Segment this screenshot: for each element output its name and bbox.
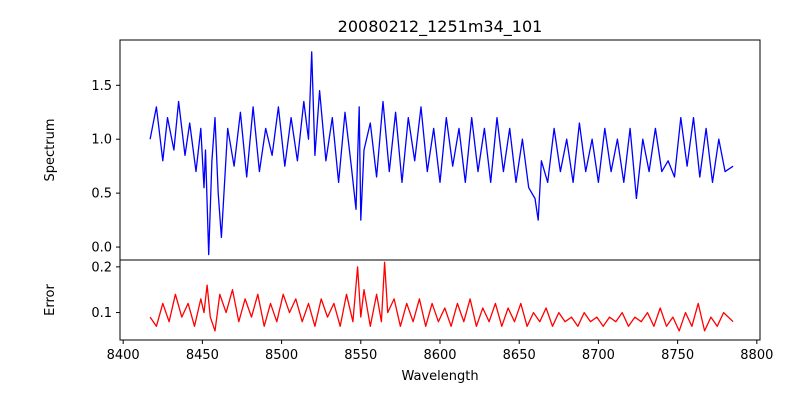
x-tick-label: 8750 [661,348,694,363]
spectrum-y-tick-label: 1.0 [91,133,112,148]
spectrum-y-axis-label: Spectrum [43,119,58,182]
x-tick-label: 8500 [265,348,298,363]
spectrum-y-tick-label: 0.0 [91,241,112,256]
spectrum-y-ticks: 0.0 0.5 1.0 1.5 [91,79,120,256]
x-tick-label: 8450 [186,348,219,363]
spectrum-panel: 20080212_1251m34_101 Spectrum 0.0 0.5 1.0 1… [43,17,761,261]
error-axes-frame [119,259,761,341]
error-y-axis-label: Error [43,284,58,316]
x-tick-label: 8800 [740,348,773,363]
error-y-tick-label: 0.2 [91,260,112,275]
x-tick-label: 8650 [503,348,536,363]
error-y-tick-label: 0.1 [91,306,112,321]
chart-title: 20080212_1251m34_101 [338,17,543,37]
error-series-line [149,261,734,332]
spectrum-plot-area [149,51,734,256]
spectrum-y-tick-label: 0.5 [91,187,112,202]
x-tick-label: 8700 [582,348,615,363]
x-tick-label: 8400 [107,348,140,363]
x-tick-label: 8600 [423,348,456,363]
error-plot-area [149,261,734,332]
error-y-ticks: 0.1 0.2 [91,260,120,321]
x-axis-label: Wavelength [401,369,478,384]
spectrum-y-tick-label: 1.5 [91,79,112,94]
x-tick-label: 8550 [344,348,377,363]
spectrum-series-line [149,51,734,256]
error-panel: Error Wavelength 0.1 0.2 8400 8450 8500 8550… [43,259,773,384]
x-ticks: 8400 8450 8500 8550 8600 8650 8700 8750 8800 [107,340,773,363]
